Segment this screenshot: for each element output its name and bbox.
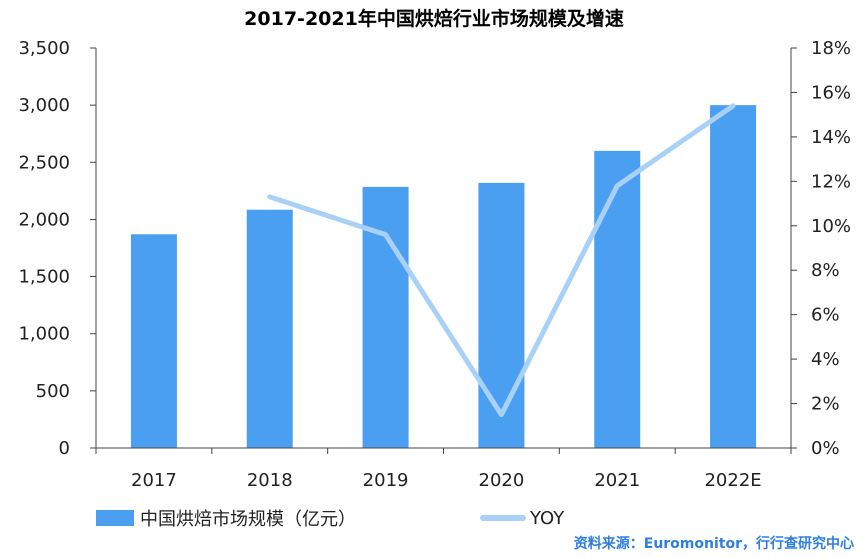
y-right-tick-label: 6% [811, 305, 840, 326]
tick-labels-layer: 0 500 1,000 1,500 2,000 2,500 3,000 3,500 0% 2% 4%… [18, 38, 851, 491]
bar-2021 [594, 150, 641, 448]
y-left-tick-label: 2,500 [18, 152, 70, 173]
x-tick-label: 2019 [363, 470, 409, 491]
y-left-tick-label: 2,000 [18, 209, 70, 230]
x-tick-label: 2021 [594, 470, 640, 491]
yoy-line-layer [267, 103, 736, 418]
bar-2022E [710, 105, 757, 449]
y-right-tick-label: 14% [811, 127, 851, 148]
legend-item-yoy: YOY [356, 508, 564, 529]
y-left-tick-label: 3,000 [18, 95, 70, 116]
y-right-tick-label: 12% [811, 171, 851, 192]
bar-2017 [130, 234, 177, 448]
y-right-tick-label: 4% [811, 349, 840, 370]
source-note: 资料来源：Euromonitor，行行查研究中心 [573, 536, 854, 552]
legend-line-swatch [480, 515, 526, 521]
y-right-tick-label: 8% [811, 260, 840, 281]
bars-layer [130, 105, 757, 449]
yoy-line [267, 103, 736, 418]
legend-label-market-size: 中国烘焙市场规模（亿元） [140, 509, 356, 530]
x-tick-label: 2018 [247, 470, 293, 491]
y-left-tick-label: 3,500 [18, 38, 70, 59]
axes-layer [90, 47, 797, 454]
legend-label-yoy: YOY [530, 507, 565, 529]
bar-2020 [478, 182, 525, 448]
y-right-tick-label: 16% [811, 82, 851, 103]
y-left-tick-label: 1,000 [18, 324, 70, 345]
y-right-tick-label: 18% [811, 38, 851, 59]
y-left-tick-label: 0 [59, 438, 70, 459]
chart-title: 2017-2021年中国烘焙行业市场规模及增速 [244, 8, 624, 30]
y-right-tick-label: 0% [811, 438, 840, 459]
x-tick-label: 2020 [479, 470, 525, 491]
x-tick-label: 2022E [704, 470, 761, 491]
bar-2018 [246, 209, 293, 448]
bar-2019 [362, 186, 409, 448]
y-right-tick-label: 10% [811, 216, 851, 237]
y-left-tick-label: 500 [36, 381, 70, 402]
y-right-tick-label: 2% [811, 394, 840, 415]
y-left-tick-label: 1,500 [18, 267, 70, 288]
legend: 中国烘焙市场规模（亿元） YOY [96, 506, 564, 530]
x-tick-label: 2017 [131, 470, 177, 491]
legend-bar-swatch [96, 510, 134, 526]
legend-item-market-size: 中国烘焙市场规模（亿元） [96, 505, 356, 531]
